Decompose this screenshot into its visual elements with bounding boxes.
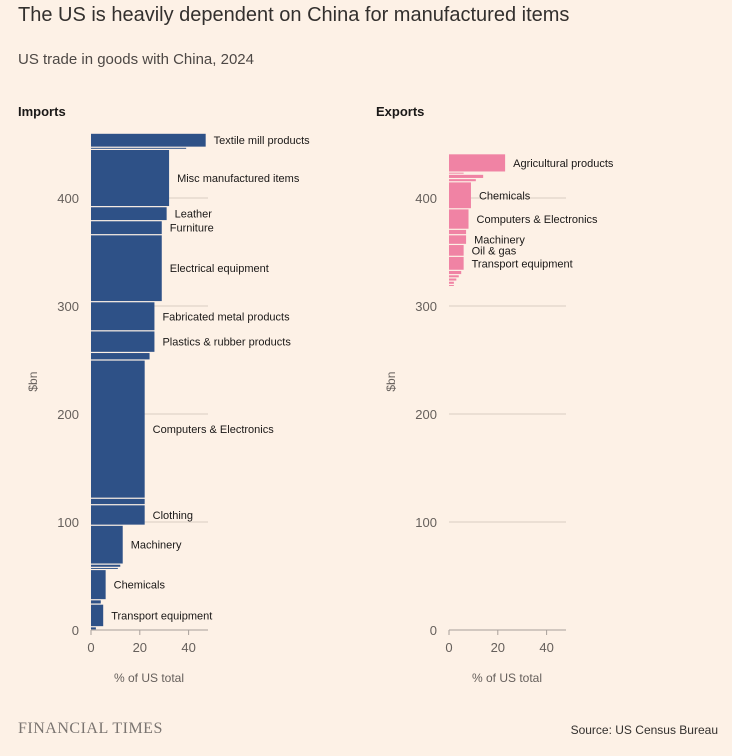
imports-bar: [91, 360, 145, 498]
exports-bar: [449, 179, 476, 182]
imports-bar-label: Fabricated metal products: [162, 311, 290, 323]
imports-bar: [91, 498, 145, 505]
imports-x-tick-label: 40: [181, 640, 195, 655]
ft-logo: FINANCIAL TIMES: [18, 720, 163, 737]
imports-y-tick-label: 0: [72, 623, 79, 638]
exports-x-tick-label: 0: [445, 640, 452, 655]
imports-x-tick-label: 0: [87, 640, 94, 655]
exports-y-tick-label: 400: [415, 191, 437, 206]
imports-bar: [91, 331, 155, 352]
exports-bar-label: Machinery: [474, 235, 525, 247]
imports-bar: [91, 150, 170, 207]
imports-bar: [91, 600, 101, 604]
chart-title: The US is heavily dependent on China for…: [18, 4, 570, 26]
imports-bar-label: Electrical equipment: [170, 263, 269, 275]
exports-y-tick-label: 200: [415, 407, 437, 422]
imports-bar-label: Leather: [175, 209, 213, 221]
exports-x-axis-title: % of US total: [472, 671, 542, 685]
exports-y-tick-label: 300: [415, 299, 437, 314]
exports-bar-label: Agricultural products: [513, 158, 614, 170]
exports-panel-title: Exports: [376, 104, 425, 119]
imports-bar: [91, 564, 121, 567]
imports-x-axis-title: % of US total: [114, 671, 184, 685]
exports-x-tick-label: 40: [539, 640, 553, 655]
imports-bar: [91, 570, 106, 600]
exports-bar: [449, 270, 462, 275]
exports-y-tick-label: 100: [415, 515, 437, 530]
imports-bar-label: Furniture: [170, 223, 214, 235]
exports-bar: [449, 256, 464, 270]
exports-bar: [449, 174, 484, 178]
imports-bar: [91, 567, 118, 569]
exports-bar-label: Oil & gas: [472, 245, 517, 257]
exports-bar: [449, 209, 469, 229]
imports-bar: [91, 221, 162, 235]
exports-y-axis-title: $bn: [384, 372, 398, 392]
exports-bar: [449, 182, 471, 209]
imports-bar-label: Misc manufactured items: [177, 173, 300, 185]
exports-x-tick-label: 20: [491, 640, 505, 655]
exports-bar-label: Transport equipment: [472, 258, 573, 270]
chart-subtitle: US trade in goods with China, 2024: [18, 51, 254, 68]
imports-x-tick-label: 20: [133, 640, 147, 655]
imports-y-axis-title: $bn: [26, 372, 40, 392]
imports-bar-label: Chemicals: [114, 580, 166, 592]
exports-bar: [449, 285, 454, 286]
source-note: Source: US Census Bureau: [570, 723, 718, 737]
exports-bar: [449, 154, 506, 172]
exports-bar: [449, 275, 459, 278]
imports-bar-label: Plastics & rubber products: [162, 337, 291, 349]
imports-y-tick-label: 200: [57, 407, 79, 422]
exports-bar: [449, 278, 457, 281]
imports-bar-label: Computers & Electronics: [153, 424, 275, 436]
imports-bar: [91, 133, 206, 147]
imports-y-tick-label: 400: [57, 191, 79, 206]
imports-bar: [91, 235, 162, 302]
imports-bar: [91, 525, 123, 564]
exports-bar: [449, 281, 454, 284]
imports-bar: [91, 505, 145, 525]
imports-panel-title: Imports: [18, 104, 66, 119]
exports-bar: [449, 235, 467, 244]
imports-y-tick-label: 100: [57, 515, 79, 530]
imports-y-tick-label: 300: [57, 299, 79, 314]
imports-bar: [91, 302, 155, 331]
imports-bar: [91, 147, 187, 149]
exports-bar: [449, 245, 464, 256]
imports-bar: [91, 207, 167, 221]
imports-bar-label: Machinery: [131, 540, 182, 552]
imports-bar: [91, 627, 96, 630]
imports-bar-label: Clothing: [153, 510, 193, 522]
exports-y-tick-label: 0: [430, 623, 437, 638]
imports-bar: [91, 604, 104, 627]
imports-bar-label: Transport equipment: [111, 610, 212, 622]
imports-bar-label: Textile mill products: [214, 135, 310, 147]
exports-bar: [449, 172, 464, 174]
exports-bar-label: Chemicals: [479, 190, 531, 202]
imports-bar: [91, 353, 150, 360]
exports-bar-label: Computers & Electronics: [477, 214, 599, 226]
exports-bar: [449, 229, 467, 235]
